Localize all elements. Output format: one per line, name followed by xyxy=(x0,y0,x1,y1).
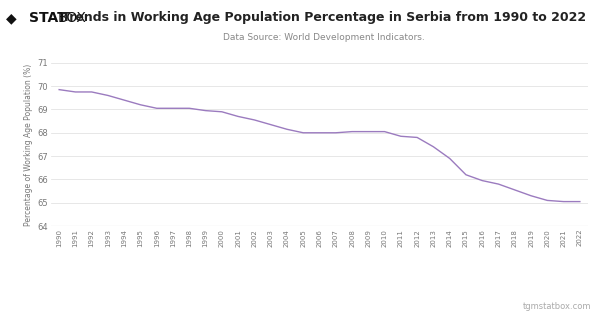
Text: BOX: BOX xyxy=(58,11,86,25)
Text: ◆: ◆ xyxy=(6,11,17,25)
Text: tgmstatbox.com: tgmstatbox.com xyxy=(523,302,591,311)
Text: STAT: STAT xyxy=(29,11,67,25)
Text: Data Source: World Development Indicators.: Data Source: World Development Indicator… xyxy=(223,33,425,42)
Y-axis label: Percentage of Working Age Population (%): Percentage of Working Age Population (%) xyxy=(25,63,34,225)
Text: Trends in Working Age Population Percentage in Serbia from 1990 to 2022: Trends in Working Age Population Percent… xyxy=(62,11,586,24)
